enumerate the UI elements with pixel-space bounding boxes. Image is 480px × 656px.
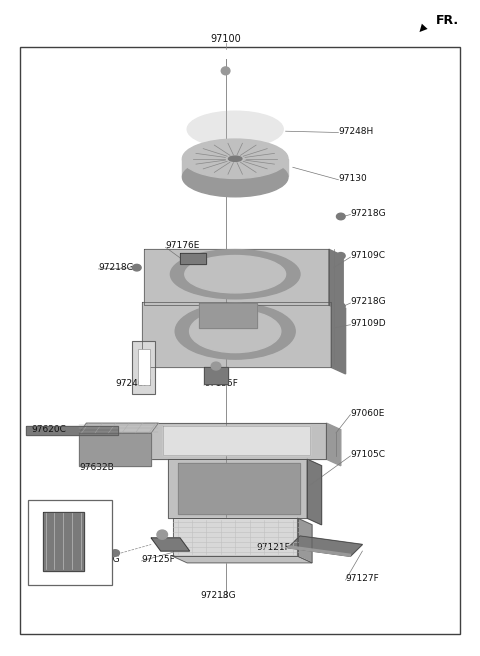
Text: 97218G: 97218G bbox=[350, 209, 386, 218]
Ellipse shape bbox=[228, 156, 242, 161]
Bar bbox=[20, 47, 460, 634]
Bar bbox=[28, 500, 112, 585]
Text: 97255T: 97255T bbox=[39, 501, 73, 510]
Ellipse shape bbox=[221, 67, 230, 75]
Polygon shape bbox=[180, 253, 206, 264]
Polygon shape bbox=[151, 538, 190, 551]
Polygon shape bbox=[142, 302, 331, 367]
Polygon shape bbox=[288, 546, 350, 556]
Polygon shape bbox=[331, 302, 346, 374]
Ellipse shape bbox=[182, 139, 288, 178]
Polygon shape bbox=[163, 426, 310, 455]
Text: 97248H: 97248H bbox=[338, 127, 373, 136]
Polygon shape bbox=[43, 512, 84, 571]
Polygon shape bbox=[307, 459, 322, 525]
Polygon shape bbox=[144, 423, 326, 459]
Text: FR.: FR. bbox=[436, 14, 459, 28]
Text: 97100: 97100 bbox=[210, 34, 241, 45]
Text: 97060E: 97060E bbox=[350, 409, 385, 418]
Text: 97155F: 97155F bbox=[204, 379, 238, 388]
Polygon shape bbox=[298, 518, 312, 563]
Ellipse shape bbox=[182, 157, 288, 197]
Text: 97109C: 97109C bbox=[350, 251, 385, 260]
Ellipse shape bbox=[157, 530, 168, 539]
Polygon shape bbox=[329, 249, 343, 312]
Ellipse shape bbox=[336, 253, 345, 259]
Bar bbox=[132, 341, 155, 394]
Text: 97246M: 97246M bbox=[115, 379, 152, 388]
Ellipse shape bbox=[190, 310, 281, 353]
Polygon shape bbox=[79, 433, 151, 466]
Text: 97130: 97130 bbox=[338, 174, 367, 183]
Polygon shape bbox=[144, 249, 329, 305]
Ellipse shape bbox=[187, 111, 283, 147]
Text: 97121F: 97121F bbox=[257, 543, 290, 552]
Polygon shape bbox=[173, 556, 312, 563]
Polygon shape bbox=[288, 536, 362, 556]
Ellipse shape bbox=[185, 255, 286, 293]
Ellipse shape bbox=[336, 303, 345, 310]
Text: 97632B: 97632B bbox=[79, 462, 114, 472]
Ellipse shape bbox=[111, 550, 120, 556]
Text: 97218G: 97218G bbox=[350, 297, 386, 306]
Polygon shape bbox=[173, 518, 298, 556]
Text: 97125F: 97125F bbox=[142, 555, 175, 564]
Polygon shape bbox=[199, 303, 257, 328]
Polygon shape bbox=[204, 367, 228, 384]
Text: 97105C: 97105C bbox=[350, 450, 385, 459]
Bar bbox=[138, 349, 150, 385]
Polygon shape bbox=[178, 463, 300, 514]
Text: 97109D: 97109D bbox=[350, 319, 386, 328]
Ellipse shape bbox=[211, 362, 221, 370]
Text: 97218G: 97218G bbox=[98, 263, 134, 272]
Ellipse shape bbox=[132, 264, 141, 271]
Polygon shape bbox=[168, 459, 307, 518]
Text: 97620C: 97620C bbox=[31, 425, 66, 434]
Polygon shape bbox=[326, 423, 341, 466]
Ellipse shape bbox=[175, 303, 295, 359]
Text: 97218G: 97218G bbox=[201, 591, 236, 600]
Polygon shape bbox=[182, 159, 288, 176]
Text: 97127F: 97127F bbox=[346, 574, 379, 583]
Text: 97176E: 97176E bbox=[166, 241, 200, 251]
Polygon shape bbox=[26, 426, 118, 435]
Polygon shape bbox=[79, 423, 158, 433]
Ellipse shape bbox=[336, 213, 345, 220]
Ellipse shape bbox=[170, 249, 300, 299]
Text: 97218G: 97218G bbox=[84, 555, 120, 564]
